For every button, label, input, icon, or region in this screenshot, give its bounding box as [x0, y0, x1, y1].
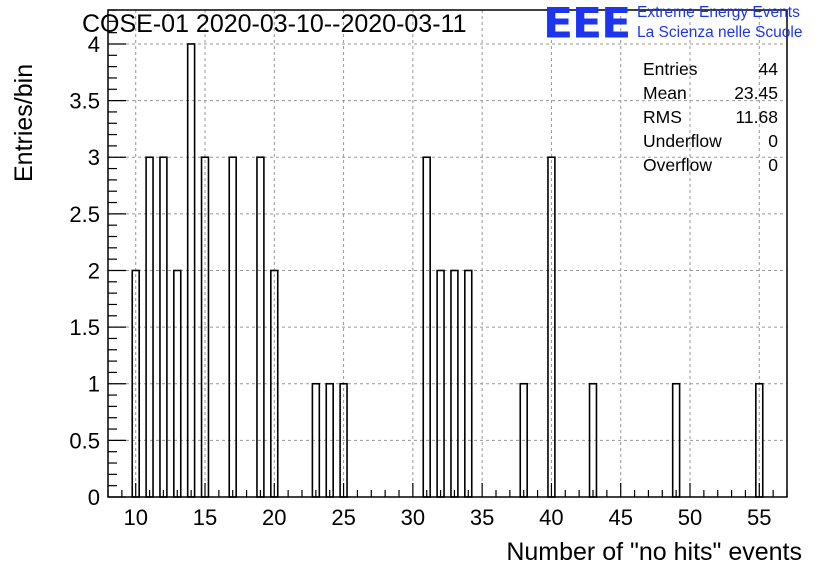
stats-value: 11.68 — [735, 107, 779, 127]
x-axis-label: Number of "no hits" events — [506, 538, 802, 566]
plot-frame — [107, 9, 788, 498]
y-tick-label: 0 — [88, 485, 100, 510]
x-tick-label: 30 — [401, 505, 425, 530]
y-tick-label: 1.5 — [69, 315, 100, 340]
stats-label: Underflow — [643, 131, 722, 151]
stats-label: Mean — [643, 83, 687, 103]
x-tick-label: 55 — [747, 505, 771, 530]
y-axis-label: Entries/bin — [10, 63, 38, 182]
stats-value: 0 — [768, 155, 778, 175]
stats-label: Entries — [643, 59, 698, 79]
stats-value: 44 — [758, 59, 778, 79]
y-tick-label: 3 — [88, 145, 100, 170]
logo-caption-line2: La Scienza nelle Scuole — [637, 24, 803, 41]
stats-label: RMS — [643, 107, 682, 127]
stats-row-entries: Entries 44 — [643, 57, 778, 81]
x-axis-ticks: 10 15 20 25 30 35 40 45 50 55 — [107, 483, 788, 530]
stats-value: 0 — [768, 131, 778, 151]
chart-title: COSE-01 2020-03-10--2020-03-11 — [82, 10, 467, 38]
y-axis-ticks: 0 0.5 1 1.5 2 2.5 3 3.5 4 — [69, 9, 126, 510]
y-tick-label: 0.5 — [69, 428, 100, 453]
stats-row-underflow: Underflow 0 — [643, 129, 778, 153]
x-tick-label: 25 — [331, 505, 355, 530]
stats-row-rms: RMS 11.68 — [643, 105, 778, 129]
y-tick-label: 2 — [88, 258, 100, 283]
stats-row-mean: Mean 23.45 — [643, 81, 778, 105]
stats-label: Overflow — [643, 155, 713, 175]
stats-box: Entries 44 Mean 23.45 RMS 11.68 Underflo… — [643, 57, 778, 177]
logo-caption: Extreme Energy Events La Scienza nelle S… — [637, 3, 802, 43]
x-tick-label: 45 — [608, 505, 632, 530]
y-tick-label: 2.5 — [69, 202, 100, 227]
logo-caption-line1: Extreme Energy Events — [637, 4, 800, 21]
x-tick-label: 10 — [123, 505, 147, 530]
x-tick-label: 50 — [678, 505, 702, 530]
eee-logo: EEE — [543, 0, 631, 48]
stats-value: 23.45 — [734, 83, 778, 103]
y-tick-label: 1 — [88, 372, 100, 397]
y-tick-label: 4 — [88, 32, 100, 57]
y-tick-label: 3.5 — [69, 89, 100, 114]
x-tick-label: 20 — [262, 505, 286, 530]
x-tick-label: 40 — [539, 505, 563, 530]
x-tick-label: 35 — [470, 505, 494, 530]
stats-row-overflow: Overflow 0 — [643, 153, 778, 177]
x-tick-label: 15 — [193, 505, 217, 530]
